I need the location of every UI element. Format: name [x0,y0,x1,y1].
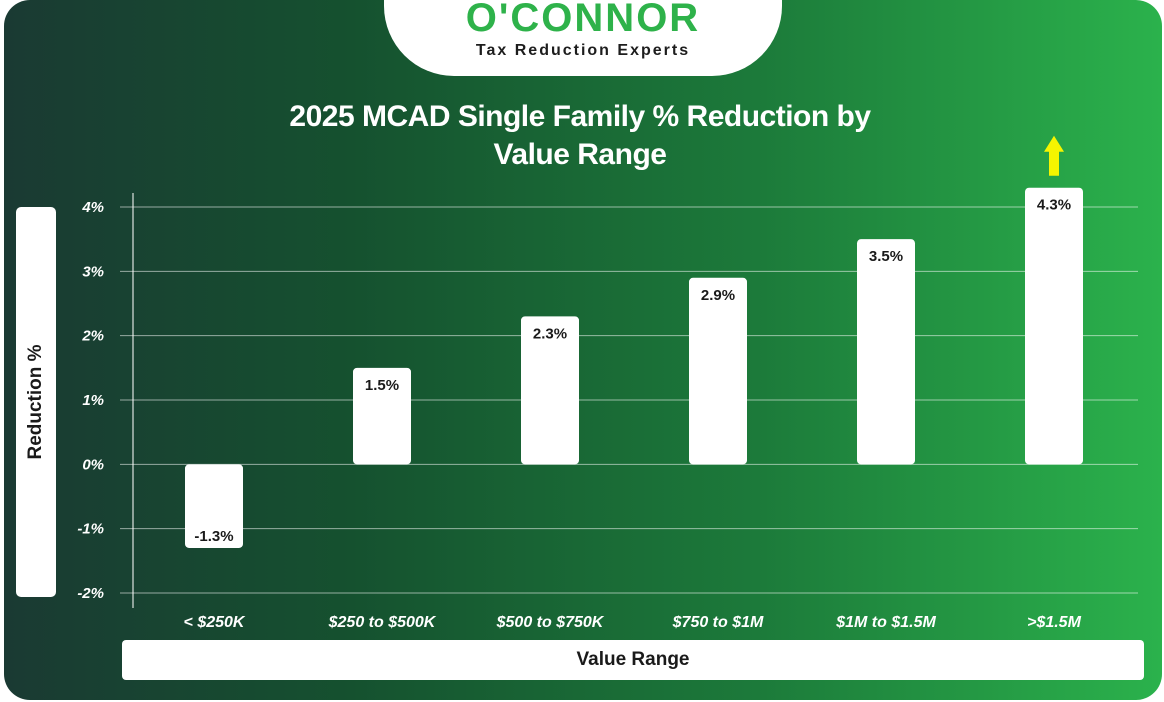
logo: O'CONNOR Tax Reduction Experts [384,0,782,76]
bar [857,239,915,465]
x-tick-label: $250 to $500K [328,614,437,631]
data-label: 1.5% [365,377,399,394]
x-tick-label: $1M to $1.5M [835,614,936,631]
x-axis-label: Value Range [576,649,690,670]
x-tick-label: >$1.5M [1027,614,1081,631]
x-axis-label-box: Value Range [122,640,1144,680]
data-label: 2.3% [533,325,567,342]
data-label: -1.3% [194,528,233,545]
y-tick-label: -1% [77,521,104,538]
bar [1025,187,1083,465]
data-label: 4.3% [1037,197,1071,214]
y-tick-label: 1% [82,392,104,409]
y-tick-label: 2% [81,328,104,345]
y-tick-label: 3% [82,263,104,280]
bar [353,367,411,465]
x-tick-label: $500 to $750K [496,614,605,631]
y-tick-label: 0% [82,456,104,473]
chart-card: O'CONNOR Tax Reduction Experts [4,0,1162,700]
y-tick-label: 4% [81,199,104,216]
y-axis-label-box: Reduction % [16,207,56,597]
bar [185,464,243,548]
chart-title-line-2: Value Range [493,138,667,171]
logo-wordmark: O'CONNOR [465,0,701,40]
y-tick-label: -2% [77,585,104,602]
bar [689,277,747,465]
x-tick-label: < $250K [184,614,246,631]
chart-title-line-1: 2025 MCAD Single Family % Reduction by [289,100,871,133]
data-label: 3.5% [869,248,903,265]
x-tick-label: $750 to $1M [672,614,764,631]
data-label: 2.9% [701,287,735,304]
up-arrow-icon [1044,135,1064,176]
bar [521,316,579,465]
logo-tagline: Tax Reduction Experts [475,42,691,59]
